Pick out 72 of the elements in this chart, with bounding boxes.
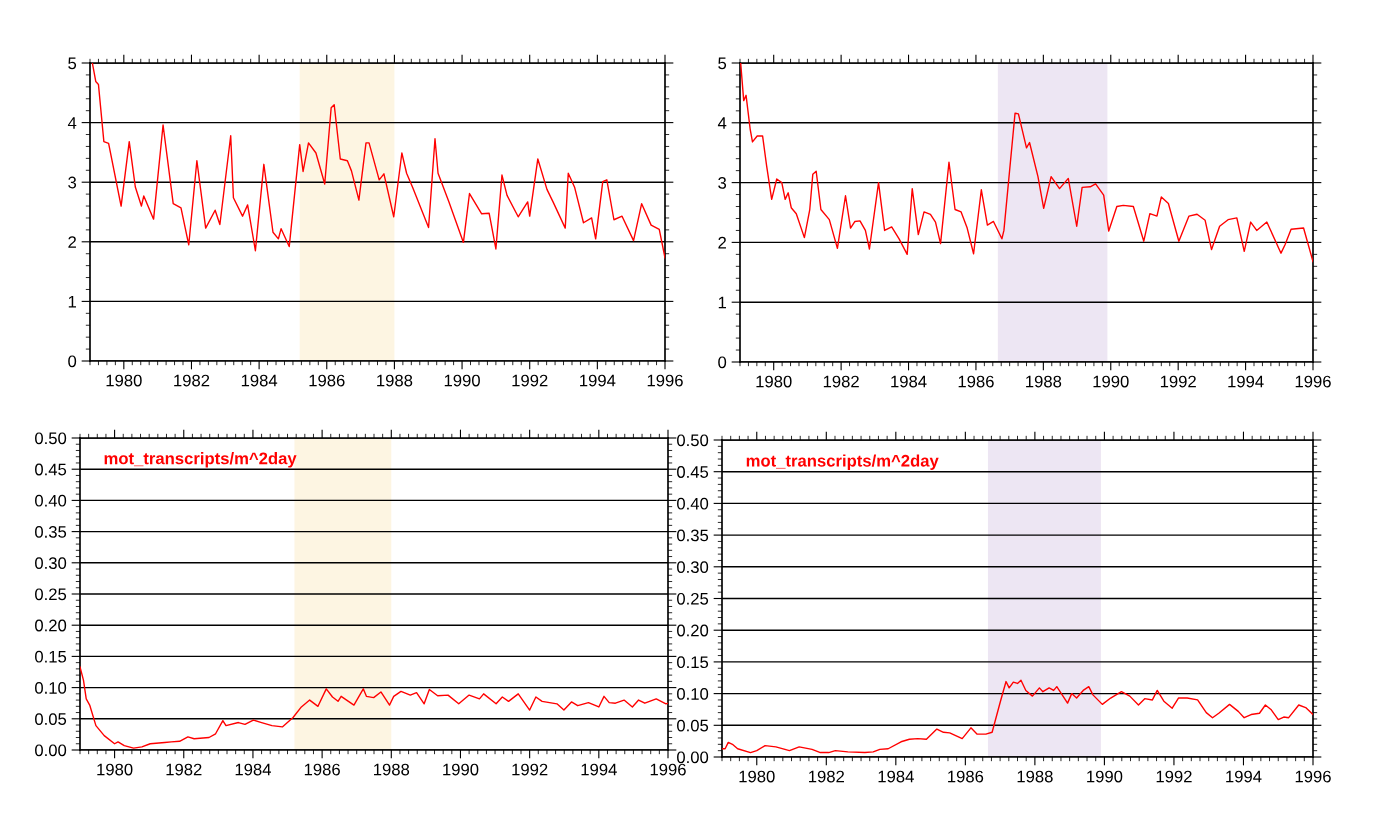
y-tick-label: 0.05	[35, 713, 67, 725]
x-tick-label: 1990	[1087, 770, 1123, 783]
y-tick-label: 0.50	[677, 434, 709, 447]
x-tick-label: 1986	[958, 375, 994, 388]
y-tick-label: 0.20	[677, 624, 709, 637]
y-tick-label: 0.40	[35, 494, 67, 507]
y-tick-label: 0.35	[35, 526, 67, 538]
x-tick-label: 1980	[756, 375, 792, 388]
x-tick-label: 1990	[1093, 375, 1129, 388]
y-tick-label: 3	[68, 176, 77, 189]
x-tick-label: 1992	[512, 763, 548, 776]
x-tick-label: 1988	[1017, 770, 1053, 783]
y-tick-label: 0.10	[35, 682, 67, 694]
y-tick-label: 1	[68, 295, 76, 308]
y-tick-label: 0.15	[677, 656, 709, 669]
x-tick-label: 1996	[650, 763, 686, 776]
y-tick-label: 5	[68, 57, 77, 70]
y-tick-label: 4	[717, 117, 727, 129]
x-tick-label: 1986	[309, 374, 345, 387]
x-tick-label: 1982	[166, 763, 202, 776]
x-tick-label: 1994	[581, 763, 617, 776]
x-tick-label: 1990	[444, 374, 480, 387]
y-tick-label: 0.35	[677, 529, 709, 542]
y-tick-label: 0.15	[35, 650, 67, 663]
y-tick-label: 2	[718, 236, 726, 249]
annotation: mot_transcripts/m^2day	[104, 452, 297, 468]
x-tick-label: 1984	[241, 374, 278, 387]
x-tick-label: 1986	[304, 763, 340, 776]
y-tick-label: 0.30	[35, 557, 67, 569]
y-tick-label: 2	[68, 236, 76, 248]
x-tick-label: 1982	[809, 770, 844, 783]
y-tick-label: 0.25	[35, 588, 67, 601]
y-tick-label: 0	[68, 355, 77, 368]
x-tick-label: 1988	[377, 374, 413, 387]
x-tick-label: 1992	[1160, 375, 1196, 388]
y-tick-label: 0.20	[35, 619, 67, 632]
y-tick-label: 0.05	[677, 719, 709, 732]
y-tick-label: 0.25	[677, 592, 709, 605]
x-tick-label: 1992	[1156, 770, 1192, 783]
y-tick-label: 0.40	[677, 497, 709, 510]
x-tick-label: 1996	[1295, 375, 1331, 388]
x-tick-label: 1980	[106, 374, 142, 387]
x-tick-label: 1984	[891, 375, 927, 388]
x-tick-label: 1986	[948, 770, 984, 783]
x-tick-label: 1982	[174, 374, 210, 387]
x-tick-label: 1988	[1026, 375, 1062, 388]
y-tick-label: 5	[718, 57, 727, 70]
y-tick-label: 4	[67, 117, 77, 129]
y-tick-label: 0.00	[677, 751, 709, 764]
y-tick-label: 1	[718, 296, 726, 309]
x-tick-label: 1996	[647, 374, 683, 387]
x-tick-label: 1992	[512, 374, 548, 387]
y-tick-label: 0.30	[677, 561, 709, 573]
x-tick-label: 1996	[1295, 770, 1331, 783]
y-tick-label: 0.00	[35, 744, 67, 757]
x-tick-label: 1980	[97, 763, 133, 776]
x-tick-label: 1994	[1226, 770, 1262, 783]
x-tick-label: 1994	[580, 374, 616, 387]
x-tick-label: 1988	[374, 763, 410, 776]
y-tick-label: 0.45	[677, 466, 709, 478]
y-tick-label: 0	[718, 356, 727, 369]
y-tick-label: 3	[718, 177, 727, 189]
y-tick-label: 0.50	[35, 432, 67, 445]
y-tick-label: 0.10	[677, 688, 709, 700]
x-tick-label: 1994	[1228, 375, 1264, 388]
x-tick-label: 1984	[235, 763, 271, 776]
x-tick-label: 1984	[878, 770, 914, 783]
x-tick-label: 1982	[823, 375, 859, 388]
y-tick-label: 0.45	[35, 463, 67, 476]
annotation: mot_transcripts/m^2day	[746, 454, 939, 470]
x-tick-label: 1990	[443, 763, 479, 776]
x-tick-label: 1980	[739, 770, 775, 783]
